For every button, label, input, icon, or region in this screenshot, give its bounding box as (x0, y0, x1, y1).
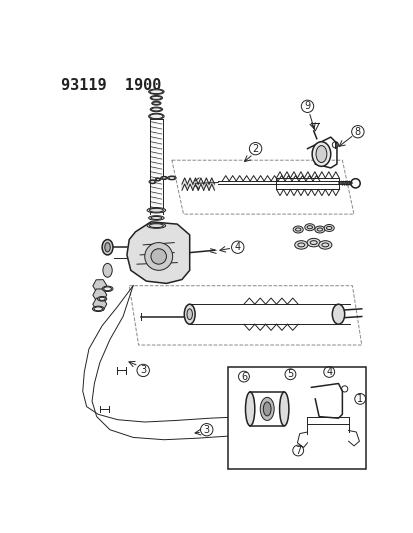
Polygon shape (187, 178, 192, 190)
Text: 4: 4 (234, 242, 240, 252)
Ellipse shape (99, 297, 105, 301)
Ellipse shape (311, 142, 330, 166)
Ellipse shape (314, 226, 324, 233)
Ellipse shape (151, 96, 161, 99)
Ellipse shape (306, 238, 320, 247)
Ellipse shape (151, 101, 161, 105)
Ellipse shape (245, 392, 254, 426)
Ellipse shape (155, 178, 160, 181)
Ellipse shape (318, 241, 331, 249)
Polygon shape (209, 178, 214, 190)
Ellipse shape (160, 176, 167, 180)
Ellipse shape (148, 216, 164, 220)
Ellipse shape (92, 306, 104, 311)
Ellipse shape (279, 392, 288, 426)
Ellipse shape (294, 241, 307, 249)
Ellipse shape (332, 304, 344, 324)
Ellipse shape (152, 102, 160, 104)
Ellipse shape (103, 263, 112, 277)
Circle shape (145, 243, 172, 270)
Ellipse shape (149, 180, 156, 184)
Ellipse shape (150, 107, 162, 112)
Text: 1: 1 (356, 394, 362, 404)
Polygon shape (127, 222, 189, 284)
Text: 6: 6 (240, 372, 247, 382)
Text: 3: 3 (140, 366, 146, 375)
Ellipse shape (147, 223, 165, 228)
Polygon shape (203, 178, 209, 190)
Ellipse shape (167, 176, 176, 180)
Ellipse shape (151, 108, 161, 111)
Ellipse shape (304, 224, 314, 231)
Ellipse shape (102, 239, 113, 255)
Ellipse shape (150, 95, 162, 100)
Text: 4: 4 (325, 367, 332, 377)
Ellipse shape (315, 146, 326, 163)
Circle shape (151, 249, 166, 264)
Ellipse shape (147, 207, 165, 213)
Polygon shape (198, 178, 203, 190)
Polygon shape (192, 178, 198, 190)
Ellipse shape (263, 402, 271, 416)
Ellipse shape (292, 226, 302, 233)
Text: 5: 5 (287, 369, 293, 379)
Ellipse shape (148, 113, 164, 119)
Ellipse shape (94, 307, 102, 311)
Ellipse shape (184, 304, 195, 324)
Text: 8: 8 (354, 127, 360, 137)
Ellipse shape (97, 296, 107, 301)
Polygon shape (181, 178, 187, 190)
Ellipse shape (103, 287, 111, 290)
Text: 9: 9 (304, 101, 310, 111)
Ellipse shape (150, 114, 163, 119)
Ellipse shape (260, 398, 273, 421)
Ellipse shape (148, 89, 164, 94)
Text: 93119  1900: 93119 1900 (61, 78, 161, 93)
FancyBboxPatch shape (228, 367, 366, 469)
Ellipse shape (104, 243, 110, 252)
Ellipse shape (150, 90, 163, 94)
Ellipse shape (102, 286, 113, 292)
Text: 3: 3 (203, 425, 209, 435)
Text: 7: 7 (294, 446, 301, 456)
Text: 2: 2 (252, 144, 258, 154)
Ellipse shape (187, 309, 192, 320)
Ellipse shape (323, 224, 333, 231)
